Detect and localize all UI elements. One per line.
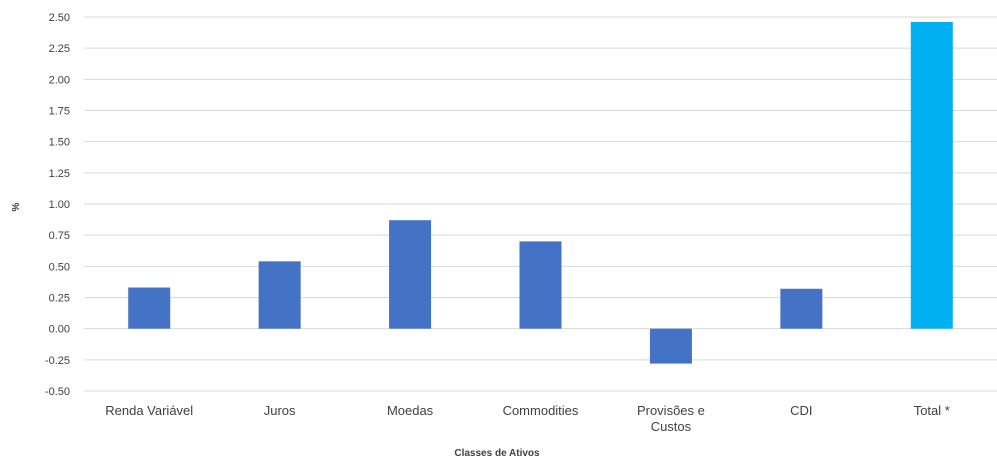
x-category-label: Commodities xyxy=(503,403,579,418)
x-category-label: Renda Variável xyxy=(105,403,193,418)
y-tick-label: 0.25 xyxy=(49,293,70,305)
x-category-label: CDI xyxy=(790,403,812,418)
x-category-label: Provisões e Custos xyxy=(637,403,705,434)
y-tick-label: 0.00 xyxy=(49,324,70,336)
y-tick-label: 1.00 xyxy=(49,199,70,211)
bar xyxy=(128,287,171,329)
y-tick-label: 1.50 xyxy=(49,137,70,149)
y-tick-label: 0.75 xyxy=(49,230,70,242)
x-axis-category-labels: Renda Variável Juros Moedas Commodities Prov… xyxy=(105,403,950,434)
bar xyxy=(389,220,432,329)
bar xyxy=(258,261,301,329)
bar xyxy=(780,288,823,329)
x-category-label: Total * xyxy=(914,403,950,418)
y-tick-label: 1.75 xyxy=(49,106,70,118)
total-bar xyxy=(910,21,953,329)
bar xyxy=(649,328,692,364)
y-tick-label: -0.50 xyxy=(45,386,70,398)
y-tick-label: 2.50 xyxy=(49,12,70,24)
y-tick-label: 0.50 xyxy=(49,261,70,273)
y-tick-label: 1.25 xyxy=(49,168,70,180)
x-category-label: Juros xyxy=(264,403,296,418)
x-axis-title: Classes de Ativos xyxy=(454,448,540,459)
y-tick-label: 2.00 xyxy=(49,74,70,86)
bar xyxy=(519,241,562,329)
y-axis-tick-labels: 2.50 2.25 2.00 1.75 1.50 1.25 1.00 0.75 0.50 0.25… xyxy=(45,12,70,398)
x-category-label: Moedas xyxy=(387,403,434,418)
gridlines xyxy=(84,16,997,392)
y-tick-label: 2.25 xyxy=(49,43,70,55)
bars xyxy=(128,21,953,364)
y-tick-label: -0.25 xyxy=(45,355,70,367)
y-axis-title: % xyxy=(11,202,22,211)
